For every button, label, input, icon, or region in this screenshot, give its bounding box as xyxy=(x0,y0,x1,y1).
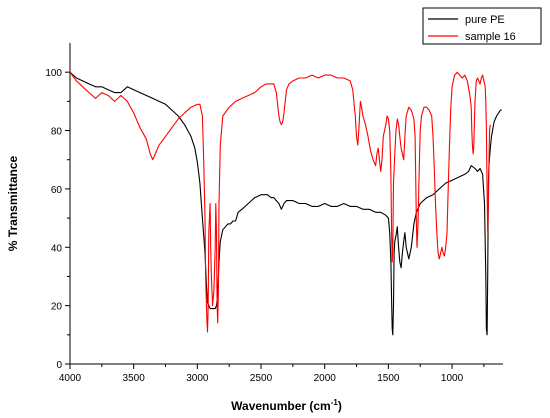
x-axis-ticks: 4000 3500 3000 2500 2000 1500 1000 xyxy=(59,364,485,384)
y-tick-label: 20 xyxy=(51,302,63,313)
plot-frame xyxy=(69,43,503,365)
y-tick-label: 100 xyxy=(45,68,62,79)
x-tick-label: 3500 xyxy=(123,373,146,384)
y-tick-label: 60 xyxy=(51,185,63,196)
x-tick-label: 3000 xyxy=(186,373,209,384)
x-tick-label: 2000 xyxy=(314,373,337,384)
x-tick-label: 4000 xyxy=(59,373,82,384)
legend-label: sample 16 xyxy=(465,31,516,43)
y-tick-label: 0 xyxy=(56,360,62,371)
legend-box xyxy=(422,7,542,45)
x-tick-label: 2500 xyxy=(250,373,273,384)
legend: pure PE sample 16 xyxy=(422,7,542,45)
series-line-pure-pe xyxy=(69,71,502,336)
legend-label: pure PE xyxy=(465,14,505,26)
x-axis-title: Wavenumber (cm-1) xyxy=(231,398,342,413)
y-tick-label: 40 xyxy=(51,243,63,254)
y-axis-ticks: 0 20 40 60 80 100 xyxy=(45,68,70,371)
x-tick-label: 1500 xyxy=(377,373,400,384)
series-group xyxy=(69,71,502,336)
y-axis-title: % Transmittance xyxy=(6,155,20,251)
series-line-sample-16 xyxy=(69,71,491,333)
y-tick-label: 80 xyxy=(51,127,63,138)
x-tick-label: 1000 xyxy=(441,373,464,384)
